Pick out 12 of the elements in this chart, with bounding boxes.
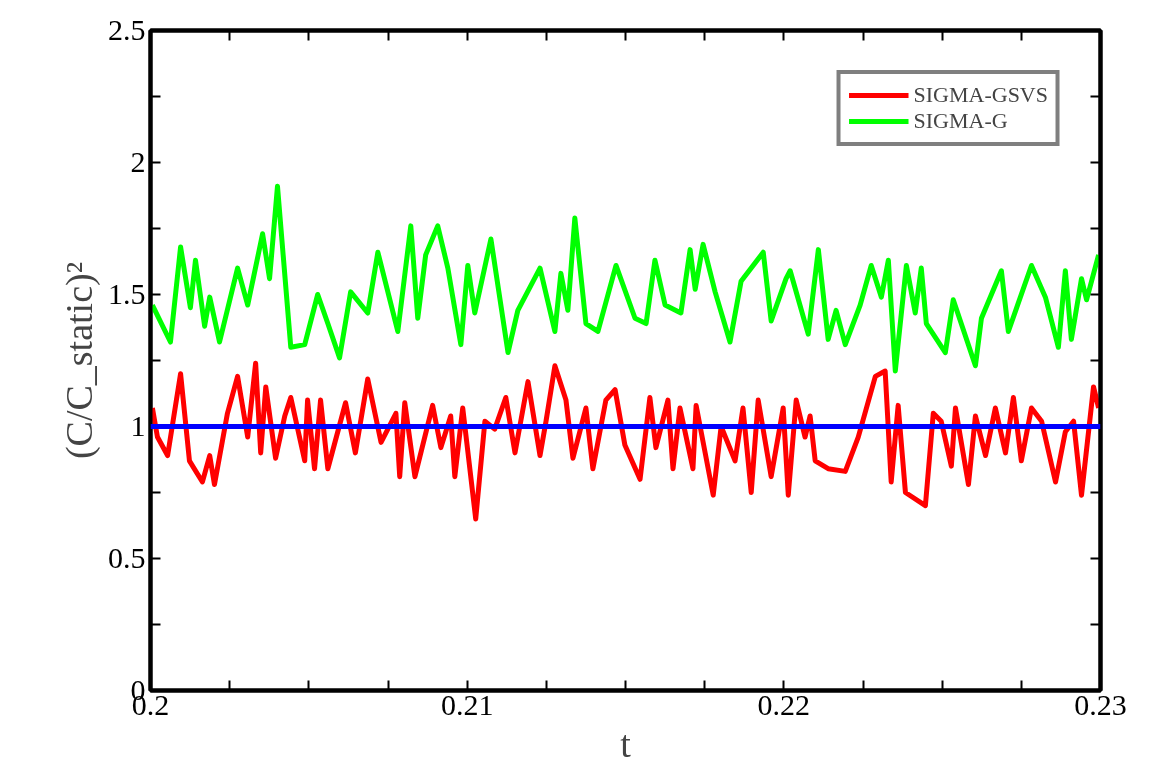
y-tick-label: 1.5 (108, 277, 146, 310)
x-axis-title: t (620, 722, 632, 765)
y-tick-label: 2.5 (108, 13, 146, 46)
x-tick-label: 0.22 (757, 687, 811, 721)
x-tick-label: 0.23 (1074, 687, 1127, 721)
x-tick-label: 0.21 (440, 687, 494, 721)
y-axis-title: (C/C_static)² (58, 261, 101, 460)
legend-label: SIGMA-GSVS (913, 82, 1048, 108)
legend-label: SIGMA-G (913, 108, 1008, 134)
y-tick-label: 2 (130, 145, 146, 178)
y-tick-label: 1 (130, 409, 146, 442)
y-tick-label: 0.5 (108, 541, 146, 574)
